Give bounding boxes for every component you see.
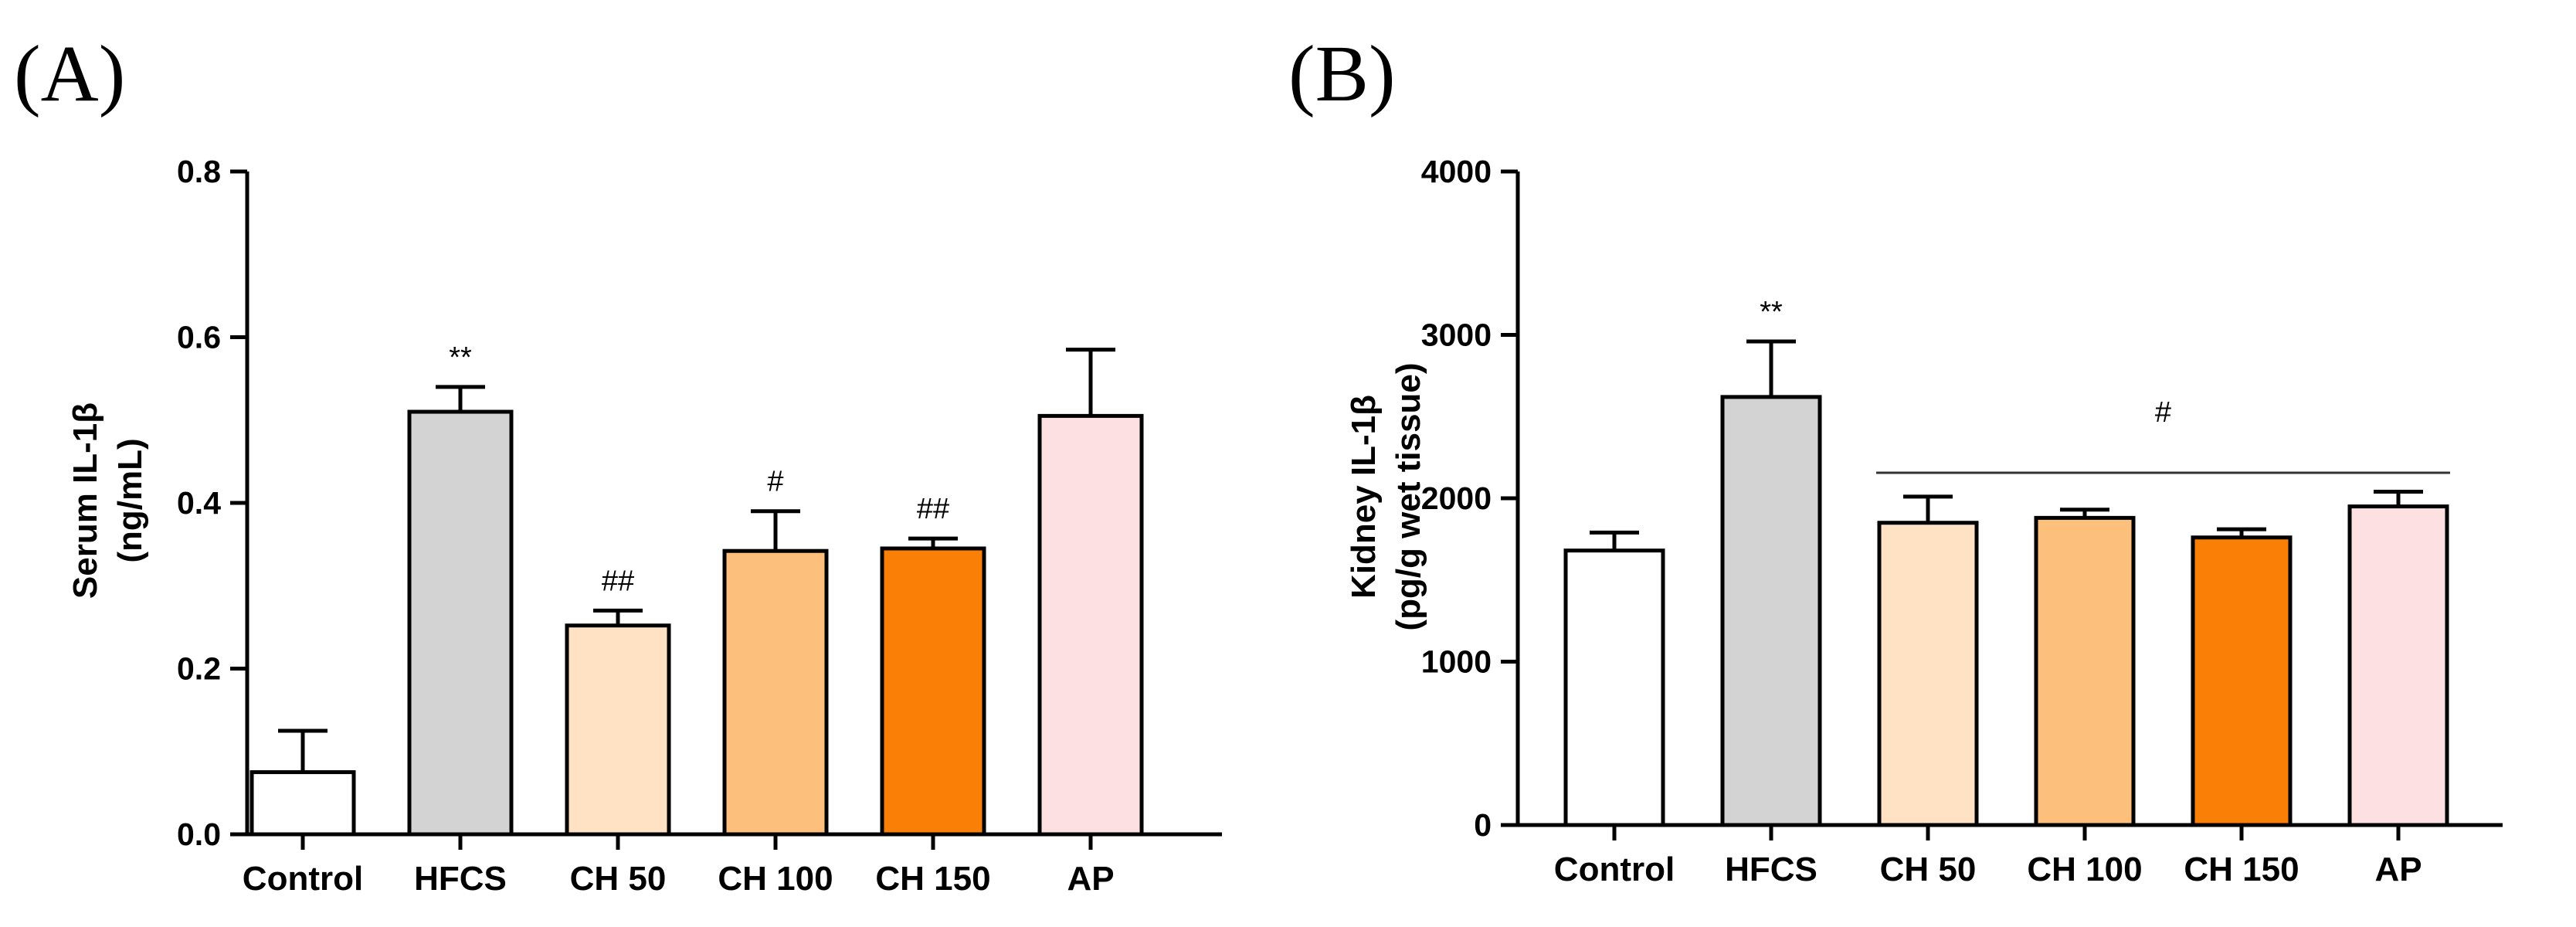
panel-b-y-tick-label: 2000 bbox=[1421, 480, 1492, 516]
panel-b-bar bbox=[2347, 504, 2449, 827]
panel-b-bar bbox=[1877, 521, 1979, 827]
panel-a-bar bbox=[880, 546, 986, 837]
panel-a-bar bbox=[407, 409, 514, 837]
panel-a-category-label: Control bbox=[243, 860, 363, 898]
panel-b-bar bbox=[1720, 395, 1822, 827]
panel-a-y-tick-label: 0.6 bbox=[177, 320, 221, 355]
panel-b-category-label: AP bbox=[2374, 851, 2422, 888]
panel-a-significance-label: ## bbox=[917, 493, 949, 525]
panel-a-category-label: AP bbox=[1067, 860, 1114, 898]
panel-a-category-label: CH 100 bbox=[718, 860, 833, 898]
panel-b-y-tick-label: 1000 bbox=[1421, 644, 1492, 680]
panel-a-bar bbox=[722, 548, 829, 837]
panel-b-y-tick-label: 4000 bbox=[1421, 154, 1492, 189]
panel-b-ylabel-line2: (pg/g wet tissue) bbox=[1390, 362, 1427, 630]
panel-b-significance-label: ** bbox=[1760, 296, 1783, 328]
panel-a-significance-label: ** bbox=[449, 341, 472, 374]
panel-a-significance-label: # bbox=[767, 466, 783, 498]
panel-b-bar bbox=[2034, 515, 2136, 827]
panel-a-category-label: CH 50 bbox=[570, 860, 667, 898]
panel-b-bar bbox=[2191, 535, 2293, 827]
panel-a-label: (A) bbox=[14, 29, 125, 118]
panel-a-y-tick-label: 0.2 bbox=[177, 651, 221, 687]
panel-b-category-label: CH 50 bbox=[1880, 851, 1977, 888]
panel-a-y-tick-label: 0.8 bbox=[177, 154, 221, 189]
panel-a-ylabel-line2: (ng/mL) bbox=[111, 438, 149, 562]
panel-b-bar bbox=[1563, 548, 1665, 827]
panel-b-category-label: CH 150 bbox=[2184, 851, 2299, 888]
panel-a-bar bbox=[1037, 413, 1144, 837]
panel-b-ylabel-line1: Kidney IL-1β bbox=[1345, 395, 1383, 599]
panel-a-significance-label: ## bbox=[602, 565, 634, 597]
panel-a-ylabel-line1: Serum IL-1β bbox=[66, 402, 104, 599]
panel-b: (B) Kidney IL-1β (pg/g wet tissue) 0 1000… bbox=[1288, 29, 2503, 888]
panel-b-category-label: HFCS bbox=[1725, 851, 1817, 888]
panel-a-bar bbox=[249, 770, 356, 837]
panel-a-category-label: CH 150 bbox=[875, 860, 990, 898]
panel-b-y-tick-label: 0 bbox=[1474, 807, 1492, 843]
panel-b-y-tick-label: 3000 bbox=[1421, 317, 1492, 353]
panel-a-bar bbox=[565, 623, 671, 837]
panel-b-group-significance-label: # bbox=[2155, 396, 2171, 429]
panel-a-category-label: HFCS bbox=[414, 860, 507, 898]
panel-b-category-label: Control bbox=[1554, 851, 1675, 888]
panel-a: (A) Serum IL-1β (ng/mL) 0.0 0.2 0.4 0.6 0.8 C… bbox=[14, 29, 1222, 898]
panel-a-y-tick-label: 0.4 bbox=[177, 485, 221, 521]
panel-a-y-tick-label: 0.0 bbox=[177, 817, 221, 852]
panel-b-label: (B) bbox=[1288, 29, 1396, 118]
panel-b-category-label: CH 100 bbox=[2027, 851, 2142, 888]
